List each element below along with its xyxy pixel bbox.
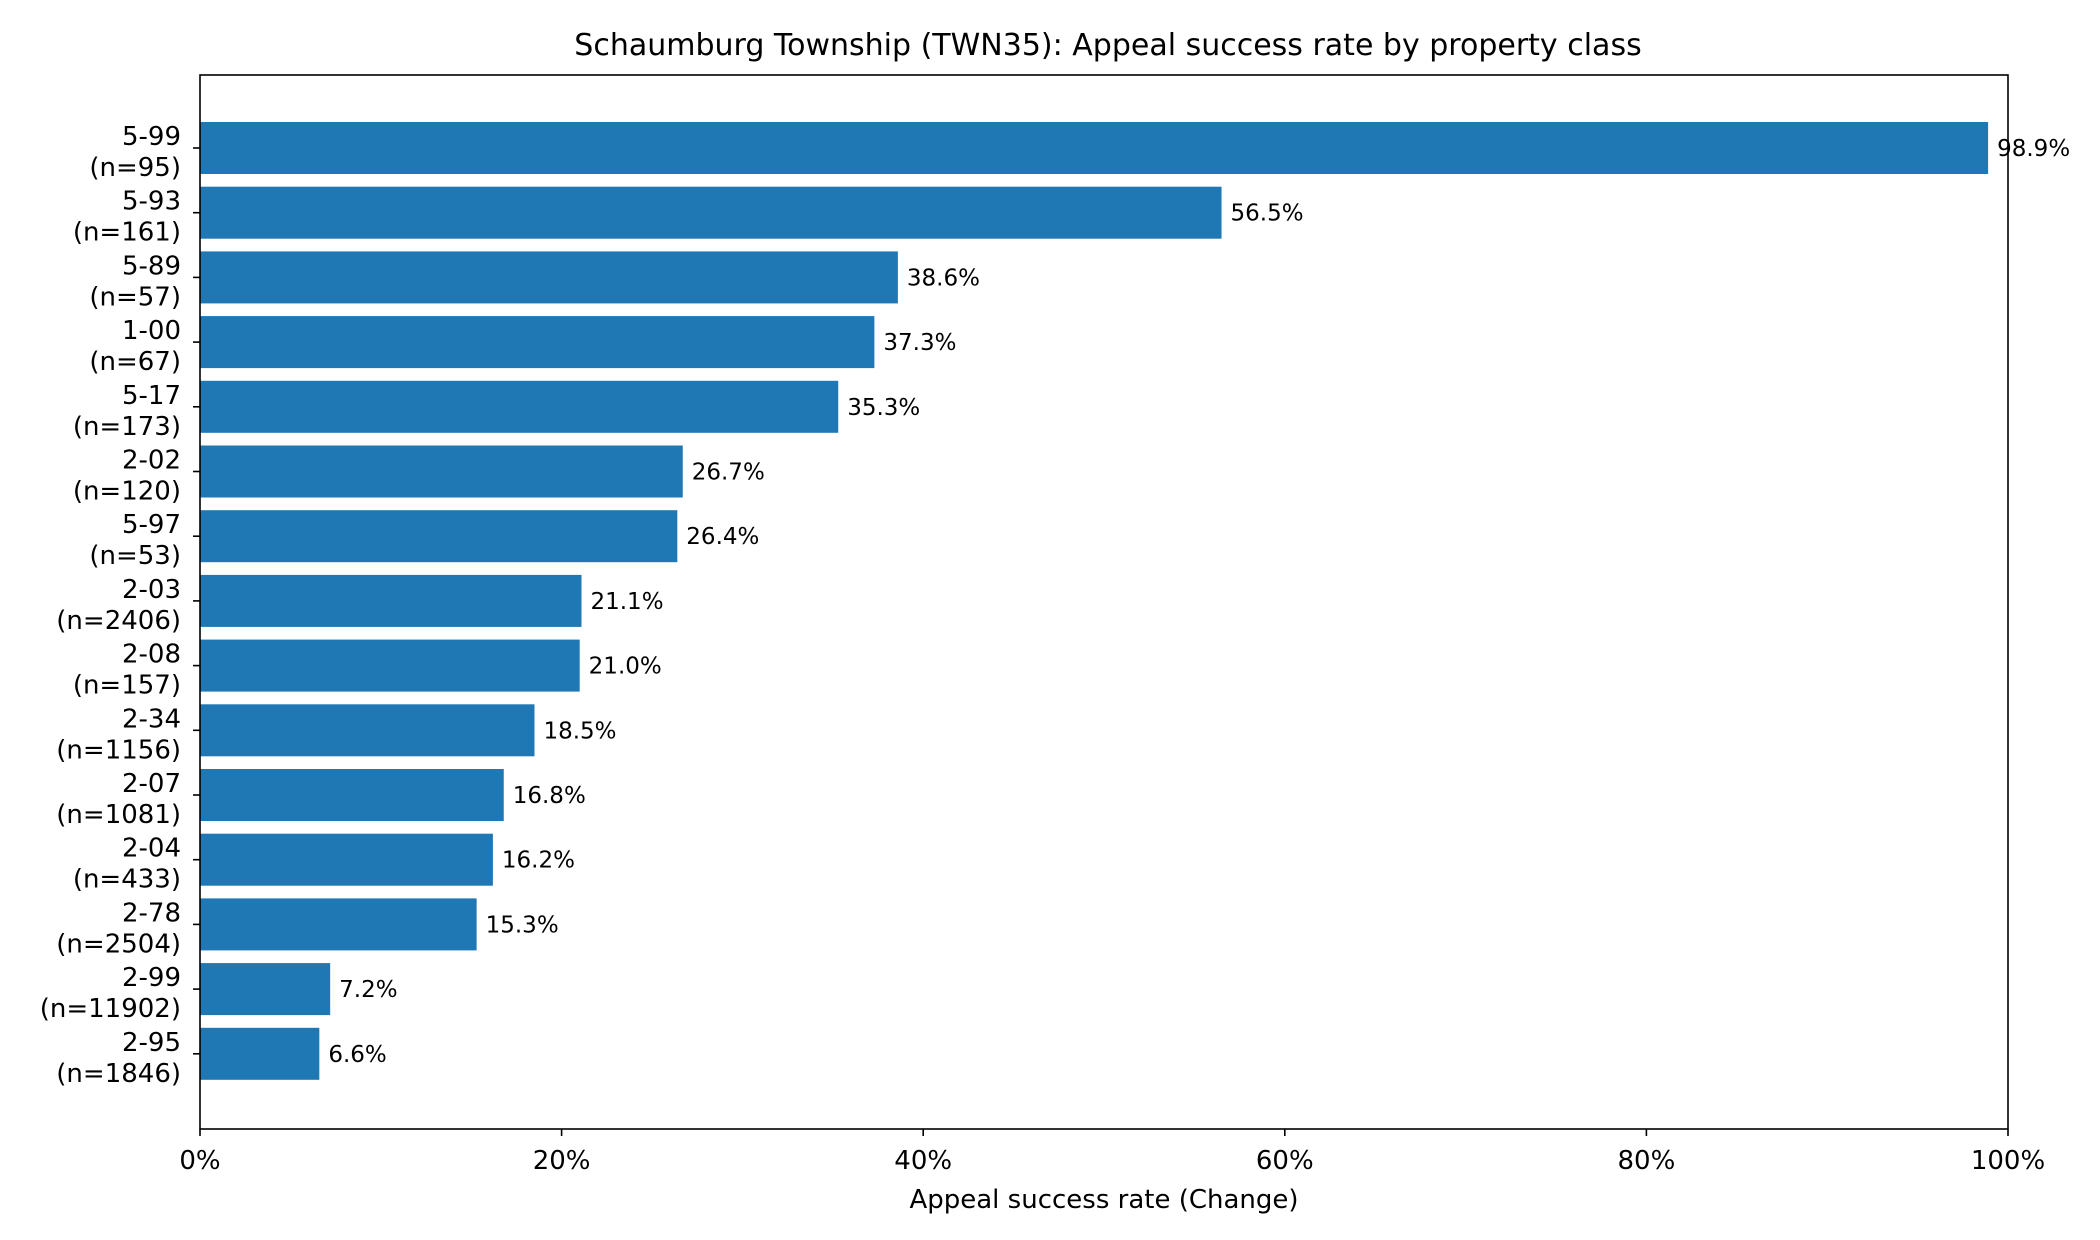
data-label-5-89: 38.6% bbox=[907, 265, 980, 291]
category-count-1-00: (n=67) bbox=[89, 347, 181, 377]
bar-5-89 bbox=[200, 251, 898, 304]
category-label-2-78: 2-78 bbox=[122, 898, 181, 928]
category-label-2-02: 2-02 bbox=[122, 446, 181, 476]
data-label-2-95: 6.6% bbox=[328, 1042, 386, 1068]
data-label-2-99: 7.2% bbox=[339, 977, 397, 1003]
bar-2-78 bbox=[200, 898, 477, 951]
chart-title: Schaumburg Township (TWN35): Appeal succ… bbox=[574, 28, 1641, 63]
category-label-2-08: 2-08 bbox=[122, 640, 181, 670]
data-label-5-93: 56.5% bbox=[1231, 201, 1304, 227]
category-count-2-03: (n=2406) bbox=[56, 606, 181, 636]
bar-2-07 bbox=[200, 769, 504, 821]
category-label-5-17: 5-17 bbox=[122, 381, 181, 411]
x-tick-label: 100% bbox=[1971, 1146, 2045, 1176]
x-ticks-group: 0% 20% 40% 60% 80% 100% bbox=[179, 1129, 2045, 1176]
bar-2-02 bbox=[200, 445, 683, 498]
data-label-2-08: 21.0% bbox=[589, 654, 662, 680]
data-label-5-17: 35.3% bbox=[847, 395, 920, 421]
bar-2-03 bbox=[200, 574, 582, 627]
category-labels-group: 5-99(n=95) 5-93(n=161)5-89(n=57) 1-00(n=67… bbox=[40, 122, 200, 1089]
category-label-2-04: 2-04 bbox=[122, 834, 181, 864]
category-label-2-03: 2-03 bbox=[122, 575, 181, 605]
bar-2-04 bbox=[200, 833, 493, 886]
x-tick-label: 60% bbox=[1256, 1146, 1314, 1176]
x-tick-label: 40% bbox=[894, 1146, 952, 1176]
plot-area-frame bbox=[199, 74, 2009, 1130]
bar-1-00 bbox=[200, 316, 875, 369]
category-label-2-99: 2-99 bbox=[122, 963, 181, 993]
bar-2-95 bbox=[200, 1027, 320, 1080]
category-label-2-07: 2-07 bbox=[122, 769, 181, 799]
data-label-2-02: 26.7% bbox=[692, 460, 765, 486]
category-count-2-04: (n=433) bbox=[73, 865, 181, 895]
category-count-2-07: (n=1081) bbox=[56, 800, 181, 830]
category-count-2-95: (n=1846) bbox=[56, 1059, 181, 1089]
category-count-5-17: (n=173) bbox=[73, 412, 181, 442]
category-label-1-00: 1-00 bbox=[122, 316, 181, 346]
data-label-2-34: 18.5% bbox=[543, 718, 616, 744]
category-count-2-78: (n=2504) bbox=[56, 929, 181, 959]
category-label-2-95: 2-95 bbox=[122, 1028, 181, 1058]
category-count-5-89: (n=57) bbox=[89, 282, 181, 312]
category-count-2-34: (n=1156) bbox=[56, 735, 181, 765]
category-count-5-99: (n=95) bbox=[89, 153, 181, 183]
bar-2-99 bbox=[200, 963, 331, 1016]
bars-group: 98.9% 56.5% 38.6% 37.3% 35.3% 26.7% 26.4% 21.1%… bbox=[200, 122, 2070, 1080]
data-label-1-00: 37.3% bbox=[883, 330, 956, 356]
x-axis-label: Appeal success rate (Change) bbox=[909, 1185, 1298, 1215]
bar-2-08 bbox=[200, 639, 580, 692]
category-label-5-89: 5-89 bbox=[122, 251, 181, 281]
x-tick-label: 80% bbox=[1618, 1146, 1676, 1176]
data-label-2-04: 16.2% bbox=[502, 848, 575, 874]
x-tick-label: 0% bbox=[179, 1146, 220, 1176]
category-count-5-97: (n=53) bbox=[89, 541, 181, 571]
bar-5-99 bbox=[200, 122, 1989, 174]
data-label-2-78: 15.3% bbox=[486, 912, 559, 938]
bar-5-17 bbox=[200, 380, 839, 433]
data-label-2-07: 16.8% bbox=[513, 783, 586, 809]
data-label-5-97: 26.4% bbox=[686, 524, 759, 550]
x-tick-label: 20% bbox=[533, 1146, 591, 1176]
data-label-5-99: 98.9% bbox=[1997, 136, 2070, 162]
category-label-5-99: 5-99 bbox=[122, 122, 181, 152]
category-label-2-34: 2-34 bbox=[122, 704, 181, 734]
category-count-2-99: (n=11902) bbox=[40, 994, 181, 1024]
category-label-5-97: 5-97 bbox=[122, 510, 181, 540]
category-count-5-93: (n=161) bbox=[73, 218, 181, 248]
bar-5-97 bbox=[200, 510, 678, 563]
data-label-2-03: 21.1% bbox=[590, 589, 663, 615]
category-count-2-08: (n=157) bbox=[73, 671, 181, 701]
category-count-2-02: (n=120) bbox=[73, 477, 181, 507]
bar-5-93 bbox=[200, 186, 1222, 239]
bar-2-34 bbox=[200, 704, 535, 757]
category-label-5-93: 5-93 bbox=[122, 187, 181, 217]
